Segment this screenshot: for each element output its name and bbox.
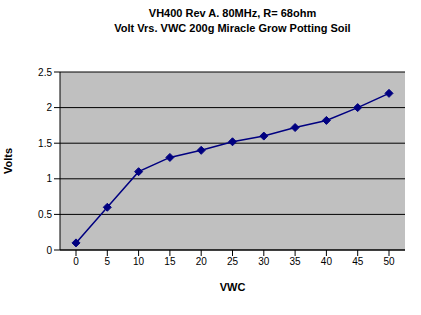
svg-text:30: 30: [258, 256, 270, 267]
svg-text:VWC: VWC: [220, 281, 246, 293]
html-text:VH400 Rev A. 80MHz, R= 68ohm: VH400 Rev A. 80MHz, R= 68ohm: [148, 7, 317, 19]
svg-text:1: 1: [46, 173, 52, 184]
svg-text:45: 45: [352, 256, 364, 267]
svg-text:2: 2: [46, 102, 52, 113]
svg-text:35: 35: [290, 256, 302, 267]
svg-text:2.5: 2.5: [38, 67, 52, 78]
svg-text:1.5: 1.5: [38, 138, 52, 149]
svg-text:50: 50: [383, 256, 395, 267]
html-text:Volt Vrs. VWC 200g Miracle Gro: Volt Vrs. VWC 200g Miracle Grow Potting …: [114, 22, 351, 34]
svg-text:15: 15: [164, 256, 176, 267]
svg-text:0: 0: [46, 245, 52, 256]
svg-text:20: 20: [196, 256, 208, 267]
svg-text:0: 0: [73, 256, 79, 267]
svg-text:10: 10: [133, 256, 145, 267]
svg-text:25: 25: [227, 256, 239, 267]
svg-text:0.5: 0.5: [38, 209, 52, 220]
svg-text:40: 40: [321, 256, 333, 267]
svg-text:5: 5: [105, 256, 111, 267]
svg-text:Volts: Volts: [8, 148, 14, 174]
